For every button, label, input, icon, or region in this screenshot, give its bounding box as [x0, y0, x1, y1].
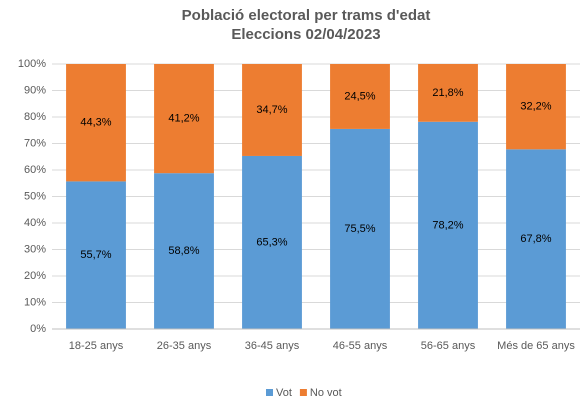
- data-label: 24,5%: [344, 90, 375, 102]
- legend-swatch: [299, 389, 307, 396]
- y-tick-label: 40%: [24, 217, 46, 229]
- data-label: 44,3%: [80, 117, 111, 129]
- bar-segment: [418, 121, 478, 330]
- x-tick-label: 56-65 anys: [421, 340, 476, 352]
- data-label: 75,5%: [344, 223, 375, 235]
- data-label: 58,8%: [168, 245, 199, 257]
- legend-swatch: [266, 389, 273, 396]
- x-tick-label: 18-25 anys: [69, 340, 124, 352]
- chart-title: Població electoral per trams d'edat: [182, 7, 431, 24]
- bar-segment: [506, 149, 566, 329]
- data-label: 34,7%: [256, 104, 287, 116]
- x-tick-label: 36-45 anys: [245, 340, 300, 352]
- data-label: 65,3%: [256, 236, 287, 248]
- y-tick-label: 100%: [18, 58, 46, 70]
- bar-segment: [66, 64, 126, 182]
- data-label: 55,7%: [80, 249, 111, 261]
- y-tick-label: 90%: [24, 84, 46, 96]
- bar-segment: [242, 155, 302, 329]
- bar-segment: [330, 128, 390, 329]
- y-tick-label: 10%: [24, 296, 46, 308]
- data-label: 78,2%: [432, 219, 463, 231]
- data-label: 21,8%: [432, 87, 463, 99]
- bar-segment: [242, 64, 302, 156]
- x-tick-label: Més de 65 anys: [497, 340, 575, 352]
- bar-segment: [418, 64, 478, 122]
- legend-label: No vot: [310, 387, 342, 399]
- bar-segment: [330, 64, 390, 129]
- chart-subtitle: Eleccions 02/04/2023: [231, 26, 380, 43]
- x-tick-label: 46-55 anys: [333, 340, 388, 352]
- data-label: 32,2%: [520, 101, 551, 113]
- y-tick-label: 70%: [24, 137, 46, 149]
- legend-label: Vot: [276, 387, 292, 399]
- y-tick-label: 80%: [24, 111, 46, 123]
- bar-segment: [66, 181, 126, 329]
- data-label: 67,8%: [520, 233, 551, 245]
- y-tick-label: 30%: [24, 243, 46, 255]
- x-tick-label: 26-35 anys: [157, 340, 212, 352]
- data-label: 41,2%: [168, 112, 199, 124]
- bar-segment: [154, 173, 214, 329]
- y-tick-label: 0%: [30, 323, 46, 335]
- y-tick-label: 60%: [24, 164, 46, 176]
- bar-segment: [506, 64, 566, 150]
- y-tick-label: 50%: [24, 190, 46, 202]
- bar-segment: [154, 64, 214, 174]
- y-tick-label: 20%: [24, 270, 46, 282]
